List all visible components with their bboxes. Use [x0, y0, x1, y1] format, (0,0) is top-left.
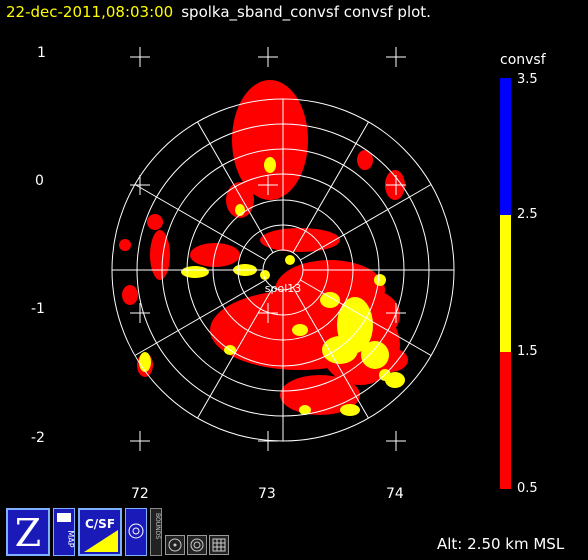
- colorbar-segment-blue: [500, 78, 511, 215]
- azimuth-spoke: [134, 184, 266, 261]
- target-tool-icon: [168, 538, 182, 552]
- svg-text:BOUNDS: BOUNDS: [154, 513, 161, 539]
- y-axis-label: 0: [35, 173, 44, 189]
- echo-cell: [322, 336, 358, 364]
- azimuth-spoke: [134, 279, 266, 356]
- echo-cell: [122, 285, 138, 305]
- azimuth-spoke: [300, 184, 432, 261]
- echo-cell: [361, 341, 389, 369]
- echo-cell: [226, 182, 254, 218]
- echo-cell: [264, 157, 276, 173]
- echo-cell: [232, 80, 308, 200]
- echo-cell: [285, 255, 295, 265]
- svg-text:Z: Z: [15, 511, 41, 554]
- echo-cell: [280, 375, 360, 415]
- colorbar-tick: 2.5: [517, 207, 538, 222]
- colorbar-tick: 1.5: [517, 344, 538, 359]
- azimuth-spoke: [197, 287, 274, 419]
- echo-cell: [320, 292, 340, 308]
- colorbar-tick: 0.5: [517, 481, 538, 496]
- globe-tool-button[interactable]: [125, 508, 147, 556]
- ring-tool-icon: [190, 538, 204, 552]
- azimuth-spoke: [292, 121, 369, 253]
- csf-tool-icon: C/SF: [84, 517, 118, 552]
- svg-text:C/SF: C/SF: [85, 517, 115, 531]
- colorbar-segment-red: [500, 352, 511, 489]
- echo-cell: [357, 150, 373, 170]
- bounds-tool-button[interactable]: BOUNDS: [150, 508, 162, 556]
- echo-cell: [139, 352, 151, 372]
- azimuth-spoke: [300, 279, 432, 356]
- altitude-readout: Alt: 2.50 km MSL: [437, 535, 565, 553]
- y-axis-label: -1: [31, 301, 45, 317]
- ring-tool-button[interactable]: [187, 535, 207, 555]
- echo-cell: [374, 274, 386, 286]
- colorbar-tick: 3.5: [517, 72, 538, 87]
- azimuth-spokes: [112, 99, 454, 441]
- grid-tool-button[interactable]: [209, 535, 229, 555]
- echo-cell: [147, 214, 163, 230]
- radar-echoes: [119, 80, 408, 416]
- azimuth-spoke: [292, 287, 369, 419]
- colorbar-segment-yellow: [500, 215, 511, 352]
- echo-cell: [119, 239, 131, 251]
- zoom-tool-icon: Z: [15, 511, 41, 555]
- plot-title: 22-dec-2011,08:03:00 spolka_sband_convsf …: [6, 3, 431, 21]
- bounds-tool-icon: BOUNDS: [154, 513, 161, 539]
- echo-cell: [181, 266, 209, 278]
- y-axis-label: 1: [37, 45, 46, 61]
- plot-description: spolka_sband_convsf convsf plot.: [181, 3, 431, 21]
- svg-text:MAP: MAP: [66, 530, 74, 547]
- csf-tool-button[interactable]: C/SF: [78, 508, 122, 556]
- zoom-tool-button[interactable]: Z: [6, 508, 50, 556]
- echo-cell: [233, 330, 257, 350]
- target-tool-button[interactable]: [165, 535, 185, 555]
- globe-tool-icon: [128, 523, 144, 539]
- grid-tool-icon: [212, 538, 226, 552]
- plot-datetime: 22-dec-2011,08:03:00: [6, 3, 174, 21]
- map-tool-button[interactable]: MAP: [53, 508, 75, 556]
- echo-cell: [299, 405, 311, 415]
- echo-cell: [150, 230, 170, 280]
- echo-cell: [292, 324, 308, 336]
- azimuth-spoke: [197, 121, 274, 253]
- x-axis-label: 74: [386, 486, 404, 502]
- echo-cell: [340, 404, 360, 416]
- map-tool-icon: MAP: [57, 513, 75, 548]
- x-axis-label: 73: [258, 486, 276, 502]
- radar-site-label: spol13: [265, 282, 302, 295]
- echo-cell: [190, 243, 240, 267]
- y-axis-label: -2: [31, 430, 45, 446]
- colorbar-title: convsf: [500, 52, 546, 68]
- echo-cell: [260, 270, 270, 280]
- grid-crosses: [130, 47, 406, 451]
- x-axis-label: 72: [131, 486, 149, 502]
